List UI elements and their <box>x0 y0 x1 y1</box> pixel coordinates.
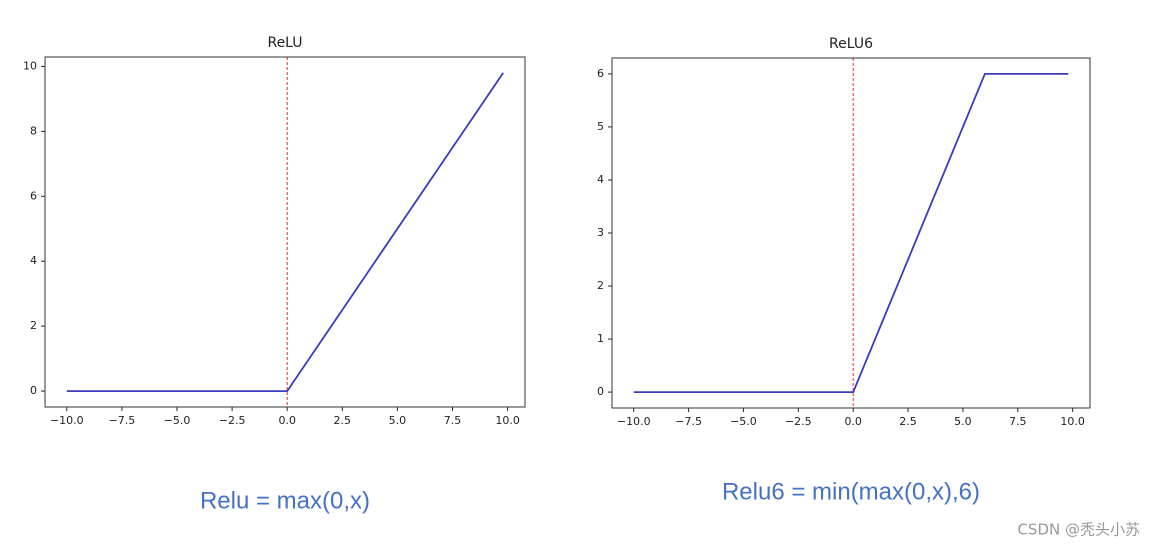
y-tick-label: 4 <box>597 173 604 186</box>
y-tick-label: 2 <box>30 319 37 332</box>
y-tick-label: 4 <box>30 254 37 267</box>
caption: Relu = max(0,x) <box>200 487 370 514</box>
x-tick-label: 7.5 <box>1009 415 1027 428</box>
x-tick-label: −7.5 <box>675 415 702 428</box>
y-tick-label: 2 <box>597 279 604 292</box>
y-tick-label: 10 <box>23 59 37 72</box>
watermark: CSDN @秃头小苏 <box>1017 521 1140 539</box>
y-tick-label: 1 <box>597 332 604 345</box>
plot-frame <box>44 56 526 408</box>
chart-title: ReLU6 <box>829 36 873 52</box>
x-tick-label: 2.5 <box>334 414 352 427</box>
y-tick-label: 8 <box>30 124 37 137</box>
x-tick-label: −2.5 <box>219 414 246 427</box>
x-tick-label: −7.5 <box>109 414 136 427</box>
x-tick-label: 5.0 <box>954 415 972 428</box>
x-tick-label: 0.0 <box>278 414 296 427</box>
x-tick-label: 5.0 <box>389 414 407 427</box>
line <box>633 73 1069 393</box>
x-tick-label: 0.0 <box>844 415 862 428</box>
plot-frame <box>611 57 1091 409</box>
y-tick-label: 6 <box>597 67 604 80</box>
x-tick-label: −10.0 <box>617 415 651 428</box>
x-tick-label: −5.0 <box>164 414 191 427</box>
chart-title: ReLU <box>267 35 302 51</box>
x-tick-label: −2.5 <box>785 415 812 428</box>
x-tick-label: −5.0 <box>730 415 757 428</box>
x-tick-label: −10.0 <box>50 414 84 427</box>
x-tick-label: 10.0 <box>495 414 520 427</box>
y-tick-label: 0 <box>597 385 604 398</box>
x-tick-label: 7.5 <box>444 414 462 427</box>
y-tick-label: 0 <box>30 384 37 397</box>
y-tick-label: 6 <box>30 189 37 202</box>
x-tick-label: 10.0 <box>1060 415 1085 428</box>
line <box>66 72 504 392</box>
x-tick-label: 2.5 <box>899 415 917 428</box>
caption: Relu6 = min(max(0,x),6) <box>722 478 980 505</box>
y-tick-label: 3 <box>597 226 604 239</box>
y-tick-label: 5 <box>597 120 604 133</box>
